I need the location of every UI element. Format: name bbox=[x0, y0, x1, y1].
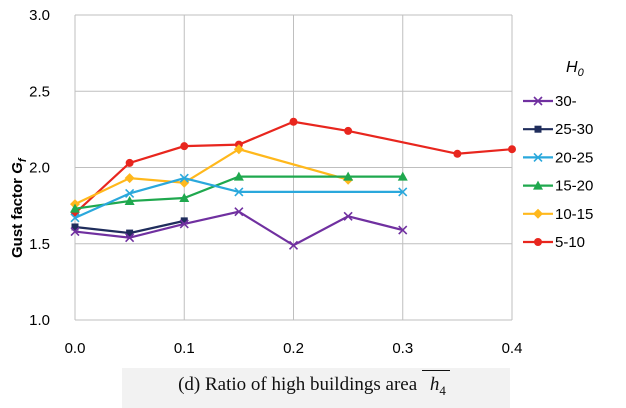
caption-symbol: h4 bbox=[421, 370, 450, 399]
x-tick-label: 0.1 bbox=[174, 340, 195, 357]
caption-symbol-letter: h bbox=[429, 374, 440, 395]
x-marker bbox=[125, 233, 135, 243]
x-marker bbox=[179, 219, 189, 229]
x-marker bbox=[343, 211, 353, 221]
diamond-marker bbox=[124, 173, 135, 184]
circle-marker bbox=[180, 142, 189, 151]
x-marker bbox=[398, 187, 408, 197]
circle-marker bbox=[289, 117, 298, 126]
triangle-marker bbox=[533, 180, 543, 190]
square-marker bbox=[126, 229, 134, 237]
legend-label: 15-20 bbox=[555, 178, 593, 195]
legend-label: 10-15 bbox=[555, 206, 593, 223]
square-marker bbox=[180, 217, 188, 225]
series-group bbox=[70, 117, 516, 250]
legend-item: 25-30 bbox=[523, 121, 593, 138]
y-tick-label: 2.5 bbox=[29, 83, 50, 100]
y-tick-label: 3.0 bbox=[29, 7, 50, 24]
caption-background bbox=[122, 368, 510, 408]
x-marker bbox=[234, 187, 244, 197]
square-marker bbox=[71, 223, 79, 231]
grid bbox=[74, 14, 513, 321]
series-30- bbox=[70, 207, 408, 250]
legend-label: 5-10 bbox=[555, 234, 585, 251]
x-marker bbox=[70, 213, 80, 223]
x-tick-labels: 0.0 0.1 0.2 0.3 0.4 bbox=[65, 340, 523, 357]
triangle-marker bbox=[397, 171, 408, 181]
caption-text: (d) Ratio of high buildings area bbox=[178, 374, 418, 395]
circle-marker bbox=[508, 145, 516, 154]
series-25-30 bbox=[71, 217, 188, 237]
y-tick-label: 1.5 bbox=[29, 236, 50, 253]
legend-item: 5-10 bbox=[523, 234, 585, 251]
circle-marker bbox=[453, 149, 462, 158]
x-marker bbox=[533, 96, 543, 106]
legend-label: 30- bbox=[555, 93, 577, 110]
y-tick-labels: 1.0 1.5 2.0 2.5 3.0 bbox=[29, 7, 50, 329]
circle-marker bbox=[125, 158, 134, 167]
x-tick-label: 0.4 bbox=[502, 340, 523, 357]
x-marker bbox=[398, 225, 408, 235]
circle-marker bbox=[534, 238, 542, 246]
square-marker bbox=[534, 125, 542, 133]
legend-item: 20-25 bbox=[523, 149, 593, 166]
circle-marker bbox=[344, 126, 353, 135]
legend-item: 15-20 bbox=[523, 178, 593, 195]
legend-item: 10-15 bbox=[523, 206, 593, 223]
y-axis-label: Gust factor Gf bbox=[9, 157, 29, 258]
figure-caption: (d) Ratio of high buildings area h4 bbox=[0, 370, 626, 399]
triangle-marker bbox=[179, 193, 190, 202]
caption-symbol-subscript: 4 bbox=[439, 382, 446, 398]
x-tick-label: 0.3 bbox=[392, 340, 413, 357]
x-marker bbox=[288, 240, 299, 250]
x-marker bbox=[70, 226, 80, 237]
x-marker bbox=[125, 188, 135, 198]
x-tick-label: 0.2 bbox=[283, 340, 304, 357]
series-line bbox=[74, 210, 404, 247]
series-line bbox=[74, 120, 513, 215]
x-tick-label: 0.0 bbox=[65, 340, 86, 357]
y-tick-label: 2.0 bbox=[29, 160, 50, 177]
x-marker bbox=[533, 152, 543, 162]
series-20-25 bbox=[70, 173, 408, 223]
series-15-20 bbox=[70, 171, 408, 213]
x-marker bbox=[234, 207, 244, 217]
triangle-marker bbox=[233, 171, 244, 181]
triangle-marker bbox=[124, 196, 135, 206]
legend-item: 30- bbox=[523, 93, 577, 110]
triangle-marker bbox=[343, 171, 354, 181]
legend-label: 20-25 bbox=[555, 149, 593, 166]
chart-svg: 1.0 1.5 2.0 2.5 3.0 0.0 0.1 0.2 0.3 0.4 Gust fac… bbox=[9, 7, 593, 357]
diamond-marker bbox=[533, 208, 543, 219]
x-marker bbox=[179, 173, 189, 183]
legend-title: H0 bbox=[566, 59, 585, 79]
triangle-marker bbox=[70, 203, 80, 213]
legend-label: 25-30 bbox=[555, 121, 593, 138]
series-line bbox=[74, 175, 403, 210]
diamond-marker bbox=[233, 144, 244, 155]
legend: H0 30- 25-30 20-25 15-20 10-15 5-10 bbox=[523, 59, 593, 251]
y-tick-label: 1.0 bbox=[29, 312, 50, 329]
